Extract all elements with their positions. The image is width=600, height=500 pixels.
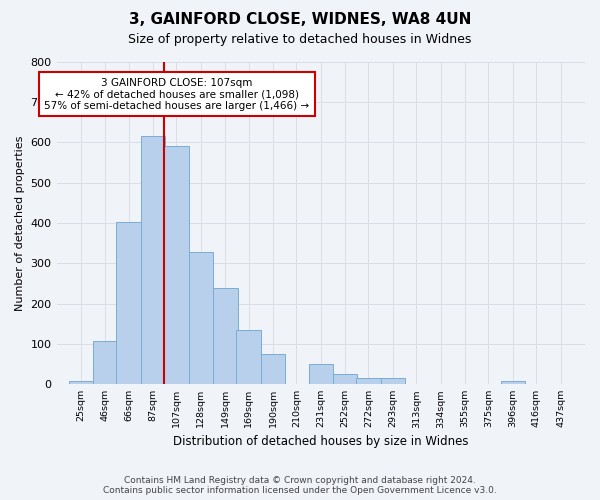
Y-axis label: Number of detached properties: Number of detached properties [15, 135, 25, 310]
Bar [356, 378, 381, 384]
Bar [381, 378, 405, 384]
X-axis label: Distribution of detached houses by size in Widnes: Distribution of detached houses by size … [173, 434, 469, 448]
Bar [188, 252, 213, 384]
Bar [69, 381, 93, 384]
Bar [500, 381, 525, 384]
Text: 3 GAINFORD CLOSE: 107sqm
← 42% of detached houses are smaller (1,098)
57% of sem: 3 GAINFORD CLOSE: 107sqm ← 42% of detach… [44, 78, 310, 111]
Bar [141, 136, 166, 384]
Bar [116, 222, 141, 384]
Text: Size of property relative to detached houses in Widnes: Size of property relative to detached ho… [128, 32, 472, 46]
Text: Contains HM Land Registry data © Crown copyright and database right 2024.
Contai: Contains HM Land Registry data © Crown c… [103, 476, 497, 495]
Bar [164, 146, 188, 384]
Bar [236, 330, 261, 384]
Bar [213, 288, 238, 384]
Text: 3, GAINFORD CLOSE, WIDNES, WA8 4UN: 3, GAINFORD CLOSE, WIDNES, WA8 4UN [129, 12, 471, 28]
Bar [93, 341, 118, 384]
Bar [333, 374, 358, 384]
Bar [261, 354, 285, 384]
Bar [308, 364, 333, 384]
